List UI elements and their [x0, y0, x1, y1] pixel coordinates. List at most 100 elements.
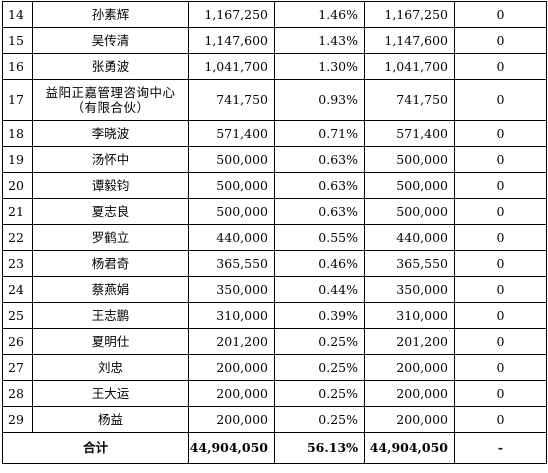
share-amount: 571,400 [188, 120, 275, 147]
shareholder-name: 王大运 [32, 380, 189, 407]
row-index: 25 [2, 302, 33, 329]
share-amount-2: 440,000 [364, 224, 455, 251]
shareholder-name: 王志鹏 [32, 302, 189, 329]
share-amount: 741,750 [188, 79, 275, 121]
share-percentage: 0.63% [274, 198, 365, 225]
other-value: 0 [454, 27, 547, 54]
row-index: 26 [2, 328, 33, 355]
share-amount: 310,000 [188, 302, 275, 329]
row-index: 21 [2, 198, 33, 225]
share-amount: 1,167,250 [188, 1, 275, 28]
table-row: 28 王大运 200,000 0.25% 200,000 0 [2, 380, 547, 407]
shareholder-name: 夏明仕 [32, 328, 189, 355]
share-amount: 350,000 [188, 276, 275, 303]
share-percentage: 0.63% [274, 172, 365, 199]
other-value: 0 [454, 120, 547, 147]
share-amount: 500,000 [188, 146, 275, 173]
share-amount-2: 200,000 [364, 406, 455, 433]
share-percentage: 1.43% [274, 27, 365, 54]
share-percentage: 1.30% [274, 53, 365, 80]
row-index: 17 [2, 79, 33, 121]
table-row: 20 谭毅钧 500,000 0.63% 500,000 0 [2, 172, 547, 199]
other-value: 0 [454, 276, 547, 303]
table-row: 22 罗鹤立 440,000 0.55% 440,000 0 [2, 224, 547, 251]
shareholder-name: 谭毅钧 [32, 172, 189, 199]
share-amount: 200,000 [188, 354, 275, 381]
share-percentage: 0.93% [274, 79, 365, 121]
shareholder-name: 孙素辉 [32, 1, 189, 28]
share-amount: 365,550 [188, 250, 275, 277]
shareholder-table: 14 孙素辉 1,167,250 1.46% 1,167,250 0 15 吴传清 1,147,… [2, 1, 547, 464]
share-amount-2: 200,000 [364, 354, 455, 381]
table-row: 26 夏明仕 201,200 0.25% 201,200 0 [2, 328, 547, 355]
share-amount-2: 571,400 [364, 120, 455, 147]
shareholder-name: 杨君奇 [32, 250, 189, 277]
other-value: 0 [454, 1, 547, 28]
share-amount-2: 1,041,700 [364, 53, 455, 80]
row-index: 20 [2, 172, 33, 199]
share-amount-2: 1,147,600 [364, 27, 455, 54]
table-row: 21 夏志良 500,000 0.63% 500,000 0 [2, 198, 547, 225]
table-row: 25 王志鹏 310,000 0.39% 310,000 0 [2, 302, 547, 329]
share-percentage: 0.25% [274, 328, 365, 355]
shareholder-name: 张勇波 [32, 53, 189, 80]
share-percentage: 0.46% [274, 250, 365, 277]
share-amount-2: 365,550 [364, 250, 455, 277]
shareholder-name: 罗鹤立 [32, 224, 189, 251]
other-value: 0 [454, 198, 547, 225]
total-other: - [454, 432, 547, 464]
share-percentage: 0.63% [274, 146, 365, 173]
share-amount: 440,000 [188, 224, 275, 251]
table-row: 29 杨益 200,000 0.25% 200,000 0 [2, 406, 547, 433]
row-index: 22 [2, 224, 33, 251]
other-value: 0 [454, 250, 547, 277]
share-amount-2: 200,000 [364, 380, 455, 407]
share-percentage: 1.46% [274, 1, 365, 28]
share-percentage: 0.55% [274, 224, 365, 251]
other-value: 0 [454, 146, 547, 173]
table-row: 27 刘忠 200,000 0.25% 200,000 0 [2, 354, 547, 381]
table-row: 14 孙素辉 1,167,250 1.46% 1,167,250 0 [2, 1, 547, 28]
share-percentage: 0.25% [274, 406, 365, 433]
other-value: 0 [454, 79, 547, 121]
total-amount-2: 44,904,050 [364, 432, 455, 464]
other-value: 0 [454, 302, 547, 329]
row-index: 16 [2, 53, 33, 80]
row-index: 19 [2, 146, 33, 173]
other-value: 0 [454, 53, 547, 80]
share-amount-2: 350,000 [364, 276, 455, 303]
share-percentage: 0.71% [274, 120, 365, 147]
other-value: 0 [454, 354, 547, 381]
table-row: 16 张勇波 1,041,700 1.30% 1,041,700 0 [2, 53, 547, 80]
other-value: 0 [454, 172, 547, 199]
row-index: 18 [2, 120, 33, 147]
total-amount: 44,904,050 [188, 432, 275, 464]
shareholder-name: 李晓波 [32, 120, 189, 147]
total-percentage: 56.13% [274, 432, 365, 464]
share-percentage: 0.25% [274, 354, 365, 381]
shareholder-name: 吴传清 [32, 27, 189, 54]
row-index: 24 [2, 276, 33, 303]
share-amount: 200,000 [188, 406, 275, 433]
share-amount: 1,147,600 [188, 27, 275, 54]
share-amount-2: 500,000 [364, 146, 455, 173]
row-index: 28 [2, 380, 33, 407]
shareholder-name: 益阳正嘉管理咨询中心（有限合伙） [32, 79, 189, 121]
share-percentage: 0.44% [274, 276, 365, 303]
other-value: 0 [454, 406, 547, 433]
total-label: 合计 [2, 432, 189, 464]
share-amount: 500,000 [188, 172, 275, 199]
shareholder-name: 汤怀中 [32, 146, 189, 173]
share-amount-2: 201,200 [364, 328, 455, 355]
other-value: 0 [454, 328, 547, 355]
table-row: 18 李晓波 571,400 0.71% 571,400 0 [2, 120, 547, 147]
share-amount-2: 500,000 [364, 172, 455, 199]
row-index: 29 [2, 406, 33, 433]
row-index: 14 [2, 1, 33, 28]
share-amount-2: 500,000 [364, 198, 455, 225]
table-row: 15 吴传清 1,147,600 1.43% 1,147,600 0 [2, 27, 547, 54]
share-amount: 1,041,700 [188, 53, 275, 80]
share-percentage: 0.39% [274, 302, 365, 329]
total-row: 合计 44,904,050 56.13% 44,904,050 - [2, 432, 547, 464]
